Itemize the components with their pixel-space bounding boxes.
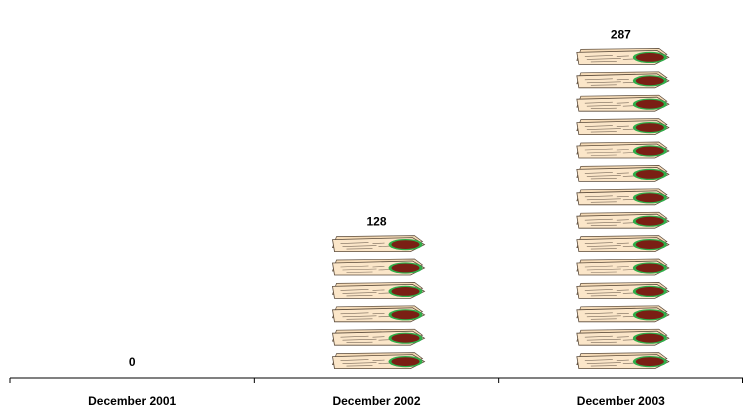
x-tick-label: December 2003	[577, 394, 665, 408]
document-icon	[576, 188, 670, 206]
document-icon	[576, 235, 670, 253]
document-icon	[576, 47, 670, 65]
document-icon	[332, 258, 425, 276]
x-tick-label: December 2002	[332, 394, 420, 408]
document-icon	[332, 352, 425, 370]
data-label: 0	[129, 355, 136, 369]
data-label: 128	[366, 215, 386, 229]
document-icon	[576, 305, 670, 323]
document-icon	[332, 328, 425, 346]
x-tick-label: December 2001	[88, 394, 176, 408]
bar	[576, 47, 670, 370]
data-label: 287	[611, 27, 631, 41]
document-icon	[332, 235, 425, 253]
document-icon	[576, 211, 670, 229]
document-icon	[576, 328, 670, 346]
document-icon	[576, 258, 670, 276]
bar	[332, 235, 425, 370]
document-icon	[576, 352, 670, 370]
document-icon	[576, 141, 670, 159]
x-axis	[9, 377, 743, 383]
document-icon	[332, 305, 425, 323]
document-icon	[576, 281, 670, 299]
document-icon	[576, 118, 670, 136]
document-icon	[576, 94, 670, 112]
labels: 0 December 2001 128 December 2002 287 Decembe…	[88, 27, 665, 408]
document-icon	[332, 281, 425, 299]
plot-area	[332, 47, 670, 370]
document-icon	[576, 164, 670, 182]
document-icon	[576, 71, 670, 89]
